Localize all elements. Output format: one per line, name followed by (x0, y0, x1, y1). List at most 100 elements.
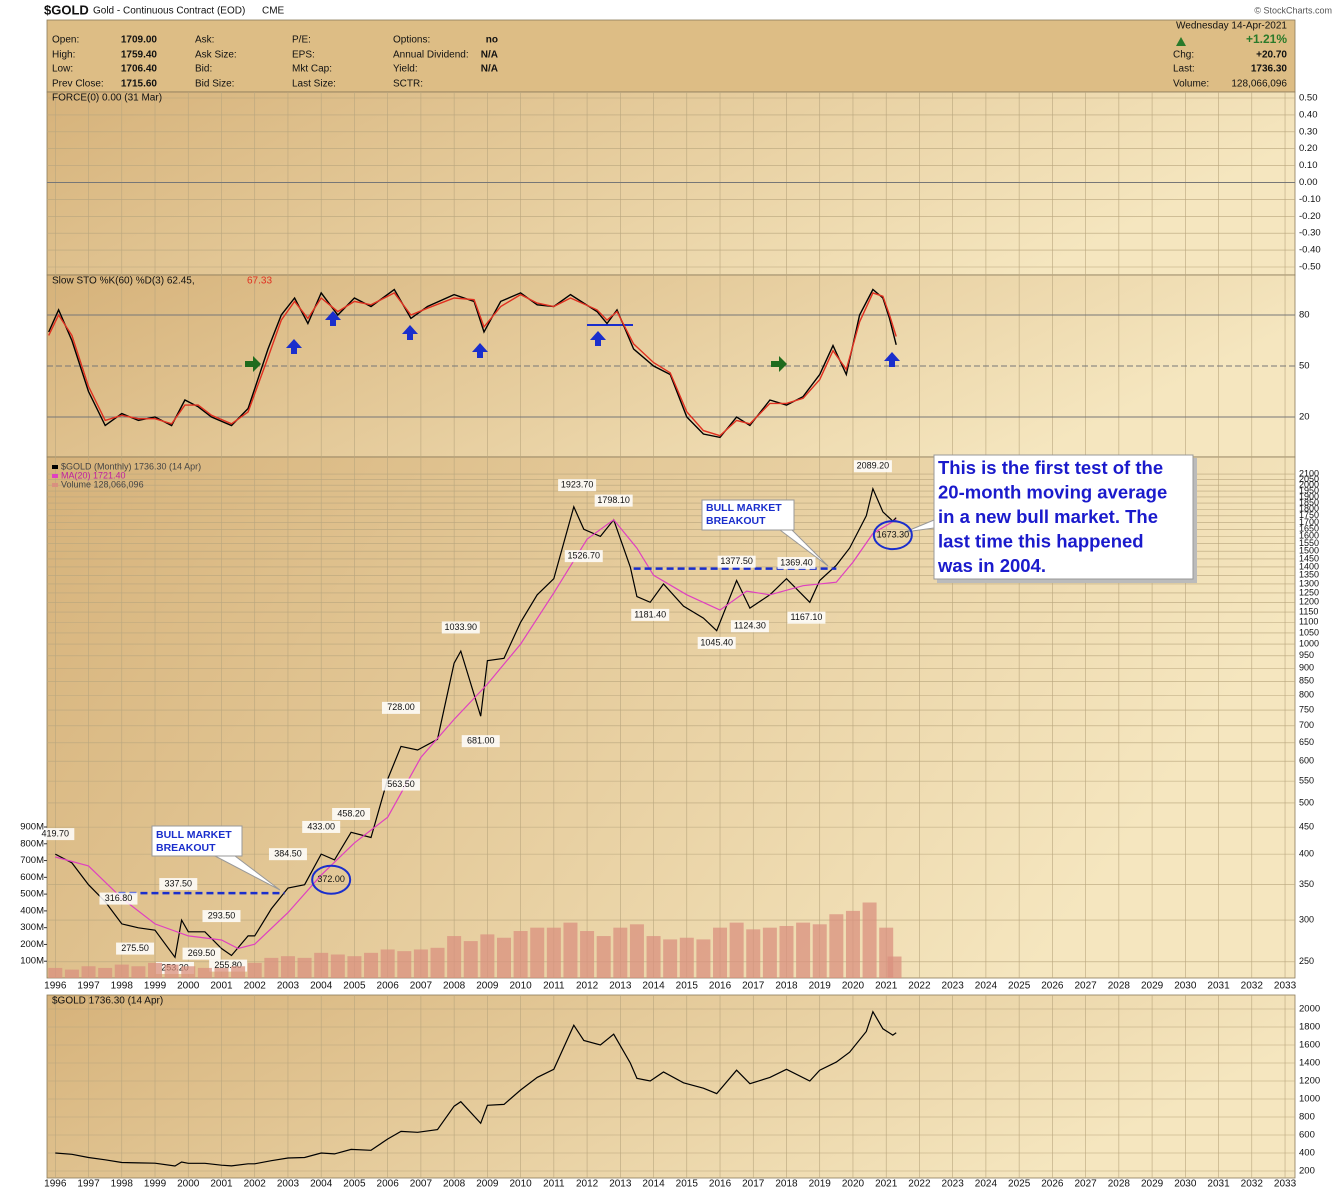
price-label: 419.70 (42, 828, 70, 838)
volume-bar (663, 939, 678, 978)
volume-bar (264, 957, 279, 978)
volume-bar (480, 934, 495, 978)
y-tick-label: 0.40 (1299, 109, 1318, 120)
y-tick-label: 700M (20, 855, 44, 866)
volume-bar (580, 931, 595, 978)
y-tick-label: 1750 (1299, 510, 1319, 520)
label-box (441, 621, 480, 634)
y-tick-label: 0.50 (1299, 93, 1318, 104)
y-tick-label: -0.30 (1299, 228, 1321, 239)
volume-bar (796, 922, 811, 978)
field-value: 1736.30 (1251, 64, 1288, 75)
line-series (55, 1010, 897, 1167)
price-label: 384.50 (274, 849, 302, 859)
y-tick-label: 0.00 (1299, 177, 1318, 188)
y-tick-label: 20 (1299, 412, 1310, 423)
panel-title: FORCE(0) 0.00 (31 Mar) (52, 93, 162, 104)
y-tick-label: 80 (1299, 310, 1310, 321)
y-tick-label: 1400 (1299, 1058, 1320, 1069)
x-tick-label: 2028 (1108, 981, 1131, 992)
x-tick-label: 1998 (111, 981, 134, 992)
y-tick-label: 850 (1299, 676, 1314, 686)
y-tick-label: 0.30 (1299, 126, 1318, 137)
x-tick-label: 2003 (277, 1179, 300, 1190)
label-box (302, 820, 341, 833)
field-value: +20.70 (1256, 50, 1287, 61)
field-label: SCTR: (393, 79, 423, 90)
x-tick-label: 2012 (576, 1179, 599, 1190)
volume-bar (845, 910, 860, 978)
line-series (48, 288, 897, 439)
volume-bar (297, 957, 312, 978)
x-tick-label: 2018 (775, 981, 798, 992)
volume-bar (98, 967, 113, 978)
x-tick-label: 2008 (443, 981, 466, 992)
price-label: 1377.50 (720, 556, 753, 566)
field-label: Prev Close: (52, 79, 104, 90)
y-tick-label: 1900 (1299, 491, 1319, 501)
y-tick-label: 1350 (1299, 570, 1319, 580)
volume-bar (530, 927, 545, 978)
price-label: 1045.40 (700, 637, 733, 647)
panel-title-value: 67.33 (247, 276, 272, 287)
breakout-label: BREAKOUT (706, 515, 766, 527)
note-line: 20-month moving average (938, 481, 1167, 502)
price-label: 372.00 (317, 874, 345, 884)
y-tick-label: 200M (20, 939, 44, 950)
x-tick-label: 2017 (742, 1179, 765, 1190)
x-tick-label: 2026 (1041, 981, 1064, 992)
field-label: EPS: (292, 50, 315, 61)
legend-swatch (52, 474, 58, 478)
volume-bar (812, 924, 827, 978)
y-tick-label: 1500 (1299, 546, 1319, 556)
y-tick-label: 600 (1299, 1130, 1315, 1141)
y-tick-label: 1800 (1299, 1022, 1320, 1033)
x-tick-label: 1998 (111, 1179, 134, 1190)
x-tick-label: 2004 (310, 1179, 333, 1190)
y-tick-label: 200 (1299, 1166, 1315, 1177)
y-tick-label: 1200 (1299, 597, 1319, 607)
volume-bar (646, 936, 661, 978)
x-tick-label: 2025 (1008, 1179, 1031, 1190)
volume-bar (779, 925, 794, 978)
price-label: 1124.30 (734, 621, 766, 631)
price-label: 1033.90 (445, 622, 478, 632)
y-tick-label: 250 (1299, 956, 1314, 966)
x-tick-label: 2008 (443, 1179, 466, 1190)
volume-bar (729, 922, 744, 978)
volume-bar (762, 927, 777, 978)
y-tick-label: 400M (20, 905, 44, 916)
volume-bar (513, 931, 528, 978)
volume-bar (696, 939, 711, 978)
price-label: 1673.30 (877, 529, 910, 539)
label-box (332, 807, 371, 820)
legend-swatch (52, 465, 58, 469)
y-tick-label: 100M (20, 956, 44, 967)
volume-bar (280, 956, 295, 978)
label-box (202, 910, 241, 923)
label-box (564, 550, 603, 563)
y-tick-label: 800M (20, 838, 44, 849)
field-label: Last: (1173, 64, 1195, 75)
label-box (461, 735, 500, 748)
x-tick-label: 2026 (1041, 1179, 1064, 1190)
y-tick-label: 1100 (1299, 617, 1318, 627)
price-label: 275.50 (121, 943, 149, 953)
y-tick-label: 1700 (1299, 517, 1319, 527)
label-box (717, 555, 756, 568)
volume-bar (314, 952, 329, 978)
field-label: High: (52, 50, 75, 61)
field-label: Low: (52, 64, 73, 75)
x-tick-label: 2024 (975, 1179, 998, 1190)
price-label: 433.00 (307, 821, 335, 831)
y-tick-label: 800 (1299, 690, 1314, 700)
label-box (853, 460, 892, 473)
field-label: P/E: (292, 35, 311, 46)
price-label: 2089.20 (857, 461, 890, 471)
label-box (787, 611, 826, 624)
x-tick-label: 2011 (543, 1179, 565, 1190)
volume-bar (546, 927, 561, 978)
volume-bar (463, 941, 478, 978)
x-tick-label: 2029 (1141, 1179, 1164, 1190)
